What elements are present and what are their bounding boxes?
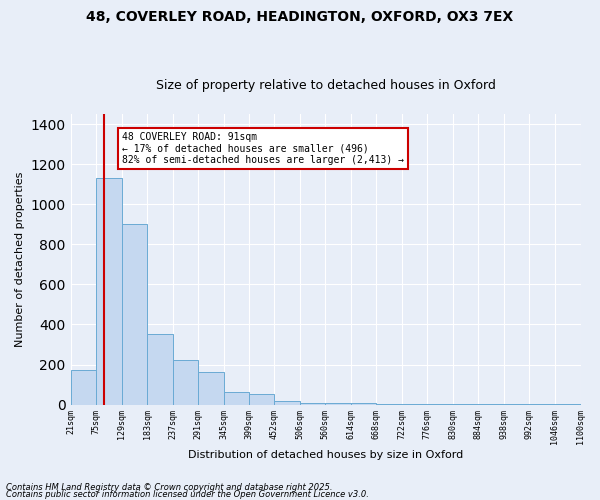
Bar xyxy=(325,403,351,404)
Text: 48 COVERLEY ROAD: 91sqm
← 17% of detached houses are smaller (496)
82% of semi-d: 48 COVERLEY ROAD: 91sqm ← 17% of detache… xyxy=(122,132,404,165)
Bar xyxy=(122,224,147,404)
X-axis label: Distribution of detached houses by size in Oxford: Distribution of detached houses by size … xyxy=(188,450,463,460)
Bar xyxy=(96,178,122,404)
Bar xyxy=(274,400,300,404)
Bar xyxy=(249,394,274,404)
Bar xyxy=(173,360,198,405)
Y-axis label: Number of detached properties: Number of detached properties xyxy=(15,172,25,347)
Bar xyxy=(147,334,173,404)
Text: Contains HM Land Registry data © Crown copyright and database right 2025.: Contains HM Land Registry data © Crown c… xyxy=(6,484,332,492)
Bar xyxy=(224,392,249,404)
Bar xyxy=(198,372,224,404)
Text: Contains public sector information licensed under the Open Government Licence v3: Contains public sector information licen… xyxy=(6,490,369,499)
Title: Size of property relative to detached houses in Oxford: Size of property relative to detached ho… xyxy=(155,79,496,92)
Bar xyxy=(300,402,325,404)
Text: 48, COVERLEY ROAD, HEADINGTON, OXFORD, OX3 7EX: 48, COVERLEY ROAD, HEADINGTON, OXFORD, O… xyxy=(86,10,514,24)
Bar xyxy=(71,370,96,404)
